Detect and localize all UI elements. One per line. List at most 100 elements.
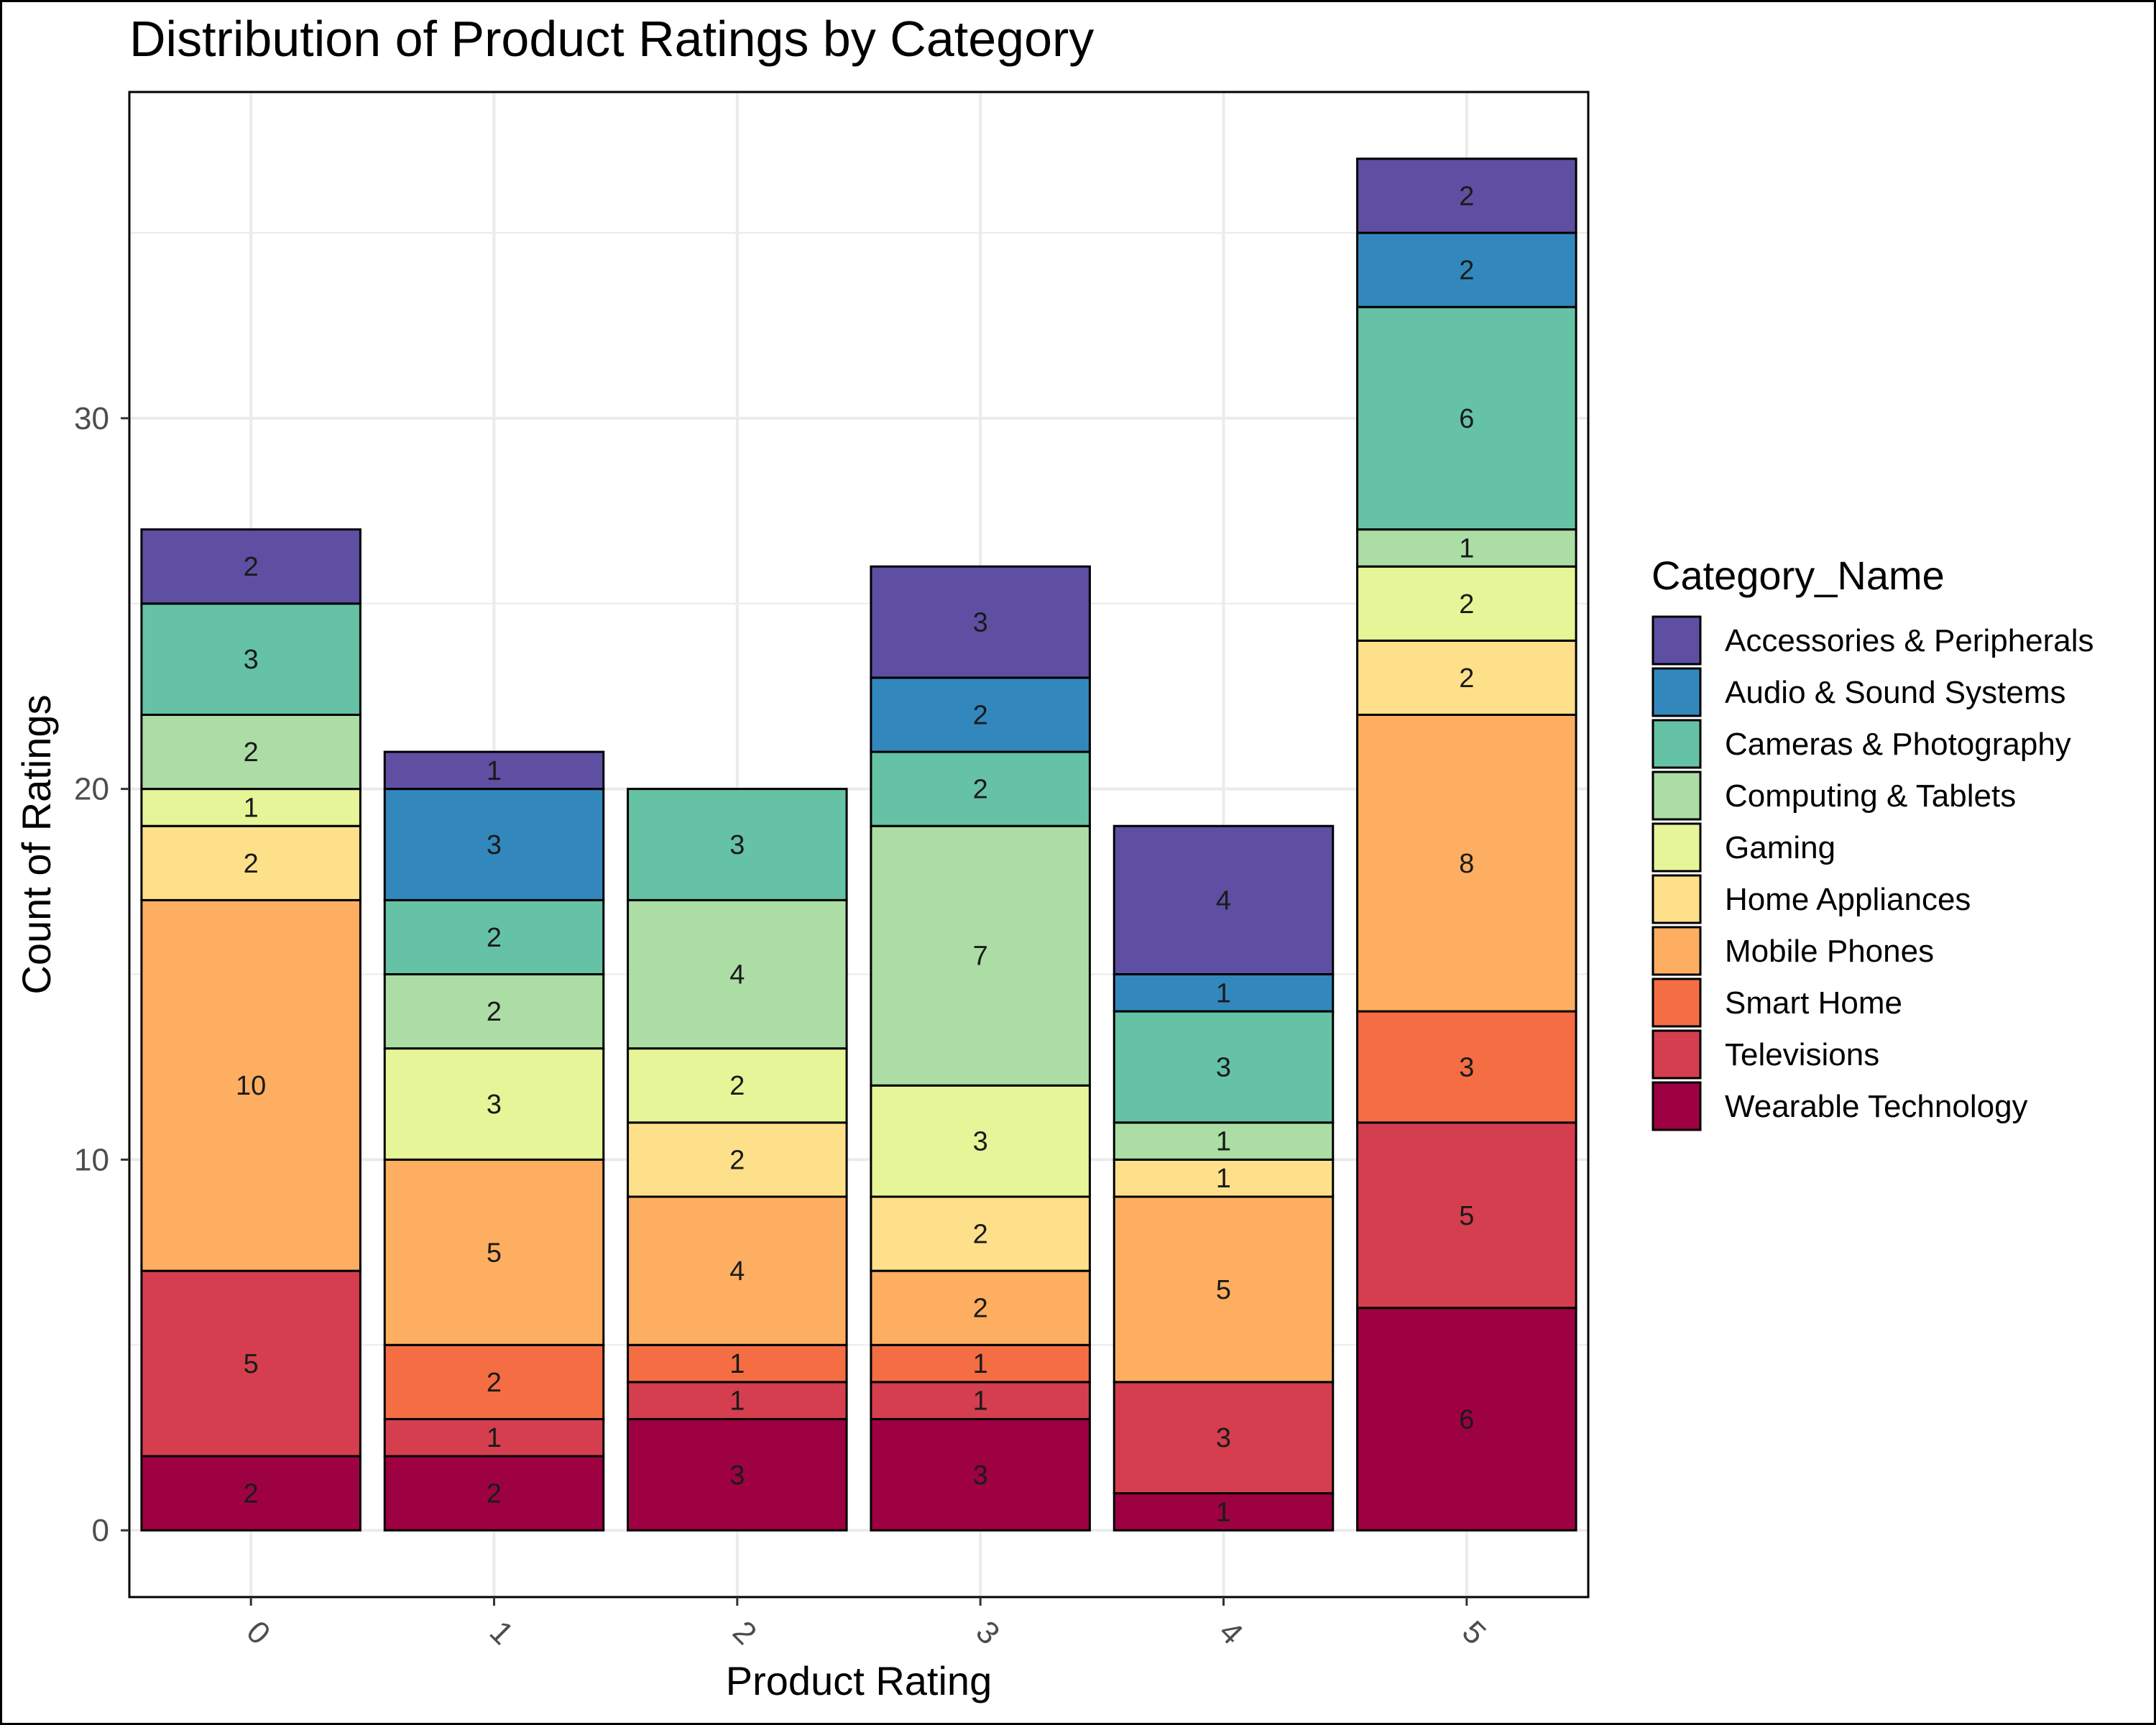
- bar-segment: [140, 602, 361, 716]
- legend-label: Computing & Tablets: [1725, 778, 2016, 814]
- legend-label: Wearable Technology: [1725, 1089, 2028, 1124]
- legend-label: Home Appliances: [1725, 882, 1971, 917]
- segment-value-label: 4: [729, 1256, 745, 1287]
- segment-value-label: 3: [487, 1090, 502, 1120]
- bar-segment: [140, 1269, 361, 1458]
- segment-value-label: 4: [729, 960, 745, 990]
- segment-value-label: 4: [1216, 886, 1231, 916]
- segment-value-label: 2: [244, 737, 259, 768]
- bar-segment: [383, 750, 605, 791]
- segment-value-label: 3: [729, 1460, 745, 1491]
- legend-label: Accessories & Peripherals: [1725, 623, 2094, 658]
- segment-value-label: 1: [487, 1423, 502, 1453]
- bar-segment: [383, 898, 605, 976]
- bar-segment: [383, 1343, 605, 1420]
- y-tick-label: 10: [74, 1142, 109, 1177]
- segment-value-label: 3: [1459, 1052, 1474, 1082]
- segment-value-label: 1: [1216, 1164, 1231, 1194]
- segment-value-label: 2: [244, 1479, 259, 1509]
- x-tick-label: 0: [239, 1614, 277, 1652]
- segment-value-label: 3: [973, 1460, 988, 1491]
- segment-value-label: 1: [1216, 1497, 1231, 1527]
- bar-segment: [1356, 305, 1577, 531]
- x-axis-ticks: 0 1 2 3 4 5: [239, 1597, 1493, 1652]
- segment-value-label: 2: [244, 552, 259, 582]
- legend-key: [1651, 667, 1702, 717]
- x-tick-label: 3: [969, 1614, 1006, 1652]
- segment-value-label: 1: [487, 756, 502, 786]
- segment-value-label: 2: [1459, 589, 1474, 620]
- x-tick-label: 2: [726, 1614, 763, 1652]
- y-axis-ticks: 0 10 20 30: [74, 401, 129, 1548]
- legend-key: [1651, 874, 1702, 924]
- legend: Category_Name Accessories & PeripheralsA…: [1651, 553, 2094, 1131]
- legend-key: [1651, 1081, 1702, 1131]
- segment-value-label: 5: [1216, 1275, 1231, 1305]
- legend-label: Cameras & Photography: [1725, 727, 2071, 762]
- y-tick-label: 0: [92, 1513, 109, 1548]
- x-tick-label: 5: [1455, 1614, 1493, 1652]
- bar-segment: [1112, 1195, 1335, 1384]
- bar-segment: [140, 528, 361, 605]
- bar-segment: [627, 898, 848, 1050]
- segment-value-label: 1: [973, 1349, 988, 1379]
- segment-value-label: 2: [487, 997, 502, 1027]
- bar-segment: [140, 898, 361, 1272]
- segment-value-label: 2: [973, 1294, 988, 1324]
- bar-segment: [870, 565, 1091, 679]
- segment-value-label: 5: [244, 1349, 259, 1379]
- chart-title: Distribution of Product Ratings by Categ…: [129, 11, 1094, 67]
- bar-segment: [870, 1195, 1091, 1272]
- bar-segment: [1112, 824, 1335, 976]
- bar-segment: [383, 1455, 605, 1532]
- segment-value-label: 2: [973, 775, 988, 805]
- bar-segment: [627, 788, 848, 901]
- legend-key: [1651, 719, 1702, 769]
- bar-segment: [627, 1195, 848, 1346]
- segment-value-label: 1: [1459, 533, 1474, 564]
- segment-value-label: 2: [487, 923, 502, 953]
- segment-value-label: 3: [973, 608, 988, 638]
- plot-panel-border: [128, 91, 1590, 1598]
- segment-value-label: 1: [244, 793, 259, 823]
- legend-label: Televisions: [1725, 1037, 1879, 1072]
- segment-value-label: 1: [1216, 978, 1231, 1008]
- segment-value-label: 1: [1216, 1127, 1231, 1157]
- bar-segment: [627, 1121, 848, 1198]
- segment-value-label: 6: [1459, 1404, 1474, 1435]
- bar-segment: [1356, 1121, 1577, 1310]
- segment-value-label: 2: [1459, 256, 1474, 286]
- legend-title: Category_Name: [1651, 553, 1945, 598]
- legend-key: [1651, 926, 1702, 976]
- legend-key: [1651, 822, 1702, 873]
- legend-key: [1651, 615, 1702, 666]
- segment-value-label: 5: [1459, 1201, 1474, 1231]
- bar-segment: [627, 1417, 848, 1532]
- bar-segment: [870, 1343, 1091, 1384]
- segment-value-label: 3: [973, 1127, 988, 1157]
- bar-segment: [383, 1158, 605, 1346]
- bar-segment: [870, 1381, 1091, 1420]
- segment-labels: 2 5 10 2 1 2 3 2 2 1 2 5 3 2 2 3 1 3 1 1 4 2 2 4 3 3 1 1 2 2 3 7 2 2 3 1 3 5 1…: [236, 181, 1474, 1527]
- segment-value-label: 2: [244, 849, 259, 879]
- bar-segment: [870, 750, 1091, 827]
- segment-value-label: 2: [729, 1145, 745, 1175]
- legend-items: Accessories & Peripherals Audio & Sound S…: [1651, 615, 2094, 1131]
- segment-value-label: 2: [729, 1071, 745, 1101]
- segment-value-label: 3: [244, 645, 259, 675]
- segment-value-label: 3: [729, 830, 745, 860]
- segment-value-label: 1: [729, 1349, 745, 1379]
- bar-segment: [1112, 1121, 1335, 1161]
- bar-segment: [627, 1381, 848, 1420]
- segment-value-label: 2: [973, 1220, 988, 1250]
- bar-segment: [1356, 231, 1577, 308]
- bar-segment: [1356, 713, 1577, 1013]
- y-axis-title: Count of Ratings: [14, 694, 59, 994]
- segment-value-label: 2: [973, 700, 988, 730]
- x-tick-label: 4: [1212, 1614, 1250, 1652]
- segment-value-label: 1: [729, 1386, 745, 1417]
- segment-value-label: 3: [487, 830, 502, 860]
- legend-label: Smart Home: [1725, 985, 1902, 1021]
